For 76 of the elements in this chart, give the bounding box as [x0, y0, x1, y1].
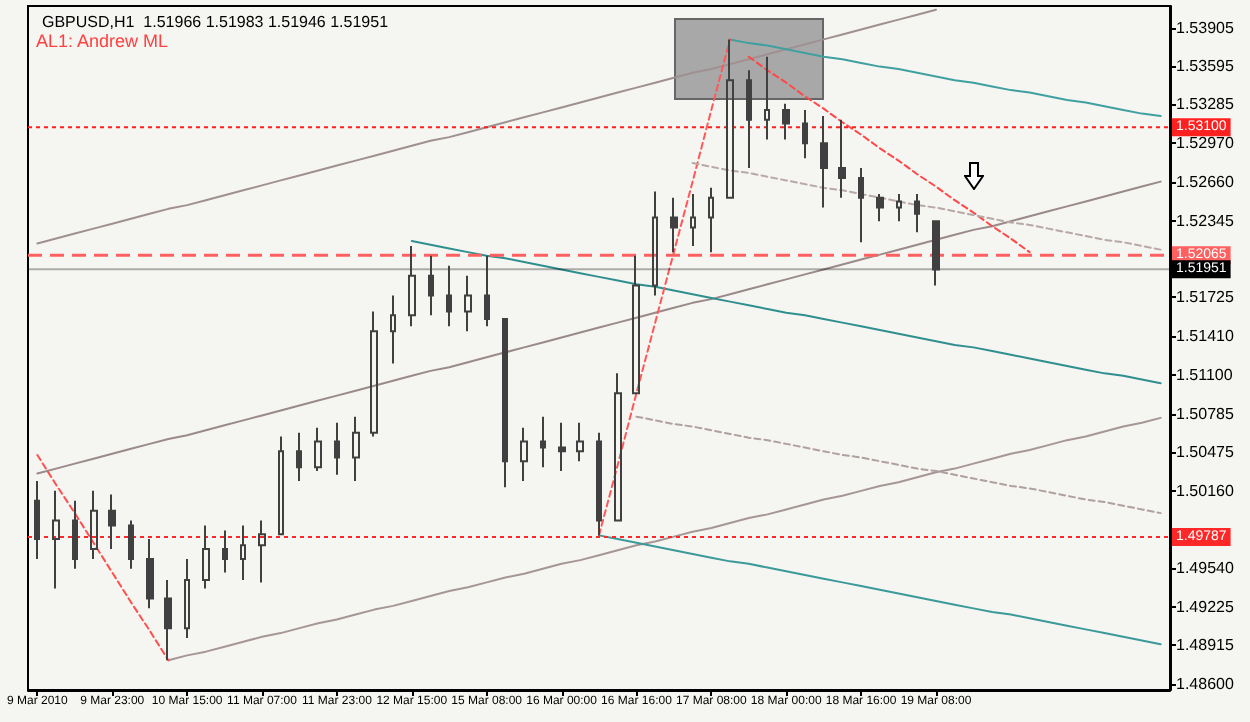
candlestick	[108, 493, 116, 550]
candlestick	[932, 220, 940, 287]
line-series	[598, 534, 1162, 646]
candlestick	[296, 431, 302, 482]
candlestick	[670, 196, 678, 254]
candlestick	[446, 264, 452, 328]
candlestick	[876, 193, 884, 223]
line-series	[729, 38, 1162, 118]
candlestick	[428, 254, 434, 317]
candlestick	[202, 524, 210, 590]
y-tick-label: 1.49540	[1176, 558, 1235, 577]
candlestick	[408, 244, 416, 328]
candlestick	[390, 294, 396, 365]
candlestick	[128, 519, 134, 570]
line-series	[36, 453, 170, 662]
candlestick	[146, 538, 154, 610]
candlestick	[708, 186, 714, 254]
annotation: AL1: Andrew ML	[36, 31, 169, 51]
candlestick	[914, 193, 920, 234]
y-tick-label: 1.50785	[1176, 404, 1235, 423]
y-tick-label: 1.51725	[1176, 288, 1235, 307]
y-tick-label: 1.53905	[1176, 18, 1235, 37]
candlestick	[690, 193, 696, 247]
y-tick-label: 1.52660	[1176, 172, 1235, 191]
y-tick-label: 1.48600	[1176, 674, 1235, 693]
y-tick-label: 1.50475	[1176, 442, 1235, 461]
line-series	[747, 55, 1031, 254]
candlestick	[558, 421, 566, 473]
candlestick	[858, 167, 864, 244]
candlestick	[52, 489, 60, 590]
candlestick	[90, 489, 98, 560]
candlestick	[484, 254, 490, 328]
candlestick	[838, 118, 846, 199]
candlestick	[652, 190, 658, 297]
candlestick	[72, 499, 78, 570]
candlestick	[370, 310, 378, 438]
candlestick	[502, 317, 508, 489]
line-series	[691, 162, 1162, 251]
y-tick-label: 1.51410	[1176, 327, 1235, 346]
candlestick	[802, 108, 808, 160]
candlestick	[540, 415, 546, 469]
candlestick	[896, 193, 902, 223]
candlestick	[576, 421, 584, 463]
candlestick	[164, 578, 172, 662]
candlestick	[258, 519, 266, 584]
candlestick	[746, 69, 752, 170]
candlestick	[464, 274, 472, 333]
y-tick-label: 1.49225	[1176, 597, 1235, 616]
y-tick-label: 1.48915	[1176, 635, 1235, 654]
candlestick	[278, 435, 284, 536]
candlestick	[240, 524, 246, 581]
line-series	[36, 8, 937, 245]
candlestick	[726, 38, 734, 199]
candlestick	[34, 479, 40, 560]
candlestick	[314, 426, 322, 473]
y-tick-label: 1.51100	[1176, 365, 1234, 384]
y-tick-label: 1.52345	[1176, 211, 1235, 230]
y-tick-label: 1.53595	[1176, 56, 1235, 75]
chart-title: GBPUSD,H1 1.51966 1.51983 1.51946 1.51951	[42, 13, 390, 31]
candlestick	[184, 557, 190, 640]
candlestick	[334, 421, 340, 476]
line-series	[410, 240, 1162, 385]
line-series	[36, 180, 1162, 475]
y-tick-label: 1.53285	[1176, 95, 1235, 114]
candlestick	[352, 415, 360, 482]
candlestick	[820, 115, 828, 209]
candlestick	[614, 372, 622, 522]
y-tick-label: 1.52970	[1176, 134, 1235, 153]
candlestick	[632, 254, 640, 395]
candlestick	[596, 431, 602, 537]
y-tick-label: 1.50160	[1176, 481, 1235, 500]
candlestick	[782, 102, 790, 141]
candlestick	[520, 426, 528, 482]
line-series	[167, 416, 1162, 662]
candlestick	[222, 529, 228, 574]
candlestick	[764, 55, 770, 141]
